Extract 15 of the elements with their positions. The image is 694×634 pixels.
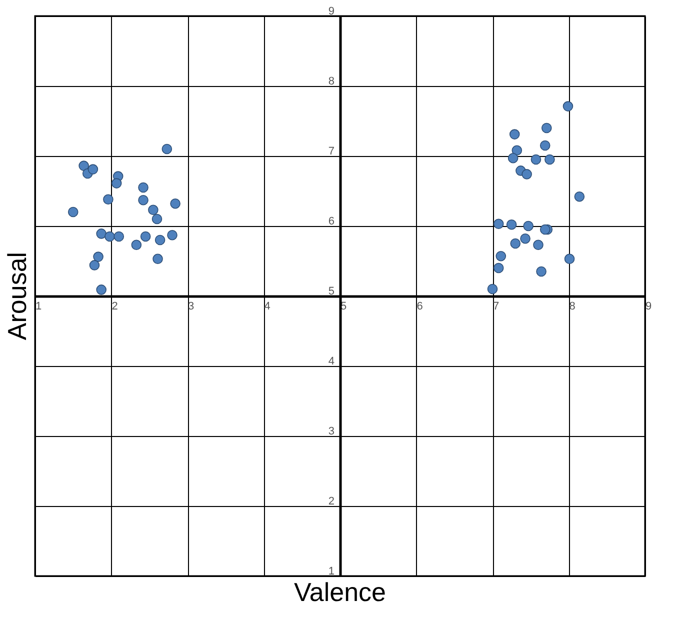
x-tick-label: 2	[112, 300, 118, 312]
y-tick-label: 9	[328, 6, 334, 18]
y-tick-label: 6	[328, 216, 334, 228]
x-axis-title: Valence	[294, 577, 386, 607]
y-tick-label: 1	[328, 566, 334, 578]
y-tick-label: 2	[328, 496, 334, 508]
y-tick-label: 3	[328, 426, 334, 438]
y-tick-label: 8	[328, 76, 334, 88]
y-axis-title: Arousal	[2, 252, 32, 340]
y-tick-label: 7	[328, 146, 334, 158]
y-tick-label: 4	[328, 356, 334, 368]
x-tick-label: 9	[646, 300, 652, 312]
y-tick-label: 5	[328, 286, 334, 298]
x-tick-label: 6	[416, 300, 423, 312]
x-tick-label: 1	[36, 300, 42, 312]
